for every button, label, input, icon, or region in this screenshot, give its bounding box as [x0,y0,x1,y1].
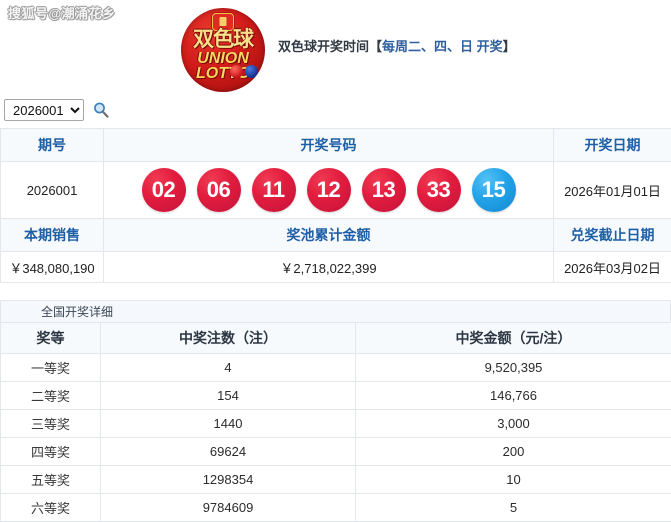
red-ball: 12 [307,168,351,212]
red-ball: 13 [362,168,406,212]
detail-caption: 全国开奖详细 [0,300,671,322]
cell-grade: 三等奖 [1,410,101,438]
page-title: 双色球开奖时间【每周二、四、日 开奖】 [278,36,516,55]
page-header: 双色球 UNION LOTTO 双色球开奖时间【每周二、四、日 开奖】 [0,0,671,96]
ball-strip: 02 06 11 12 13 33 15 [105,168,552,212]
union-lotto-logo: 双色球 UNION LOTTO [181,8,265,92]
cell-count: 154 [101,382,356,410]
cell-count: 1298354 [101,466,356,494]
logo-red-ball-icon [230,65,243,78]
blue-ball: 15 [472,168,516,212]
table-header-row: 期号 开奖号码 开奖日期 [1,129,671,162]
logo-chinese-text: 双色球 [181,28,265,50]
cell-draw-date: 2026年01月01日 [554,162,671,219]
cell-count: 4 [101,354,356,382]
cell-amount: 5 [356,494,671,522]
period-selector-bar: 2026001 [4,99,110,121]
cell-period: 2026001 [1,162,104,219]
header-prize-amount: 中奖金额（元/注） [356,323,671,354]
prize-detail-table: 奖等 中奖注数（注） 中奖金额（元/注） 一等奖 4 9,520,395 二等奖… [0,322,671,522]
table-row: 二等奖 154 146,766 [1,382,671,410]
cell-grade: 二等奖 [1,382,101,410]
cell-count: 69624 [101,438,356,466]
table-row: 四等奖 69624 200 [1,438,671,466]
table-row: 六等奖 9784609 5 [1,494,671,522]
title-suffix: 】 [503,39,516,54]
red-ball: 06 [197,168,241,212]
cell-amount: 200 [356,438,671,466]
header-draw-date: 开奖日期 [554,129,671,162]
cell-claim-deadline: 2026年03月02日 [554,252,671,283]
red-ball: 11 [252,168,296,212]
table-row: 五等奖 1298354 10 [1,466,671,494]
draw-summary-table: 期号 开奖号码 开奖日期 2026001 02 06 11 12 13 33 1… [0,128,671,283]
cell-sales: ￥348,080,190 [1,252,104,283]
cell-winning-numbers: 02 06 11 12 13 33 15 [104,162,554,219]
title-prefix: 双色球开奖时间【 [278,39,382,54]
cell-grade: 五等奖 [1,466,101,494]
cell-grade: 四等奖 [1,438,101,466]
title-highlight: 每周二、四、日 开奖 [382,39,503,54]
table-row: 三等奖 1440 3,000 [1,410,671,438]
cell-count: 1440 [101,410,356,438]
detail-header-row: 奖等 中奖注数（注） 中奖金额（元/注） [1,323,671,354]
logo-blue-ball-icon [245,65,258,78]
header-period: 期号 [1,129,104,162]
table-row: ￥348,080,190 ￥2,718,022,399 2026年03月02日 [1,252,671,283]
header-winner-count: 中奖注数（注） [101,323,356,354]
cell-amount: 10 [356,466,671,494]
table-header-row-2: 本期销售 奖池累计金额 兑奖截止日期 [1,219,671,252]
cell-grade: 一等奖 [1,354,101,382]
national-detail-section: 全国开奖详细 奖等 中奖注数（注） 中奖金额（元/注） 一等奖 4 9,520,… [0,300,671,522]
cell-amount: 3,000 [356,410,671,438]
cell-amount: 9,520,395 [356,354,671,382]
red-ball: 02 [142,168,186,212]
header-sales: 本期销售 [1,219,104,252]
cell-grade: 六等奖 [1,494,101,522]
period-select[interactable]: 2026001 [4,99,84,121]
search-icon[interactable] [92,101,110,119]
red-ball: 33 [417,168,461,212]
header-claim-deadline: 兑奖截止日期 [554,219,671,252]
table-row: 一等奖 4 9,520,395 [1,354,671,382]
header-prize-pool: 奖池累计金额 [104,219,554,252]
cell-prize-pool: ￥2,718,022,399 [104,252,554,283]
cell-count: 9784609 [101,494,356,522]
table-row: 2026001 02 06 11 12 13 33 15 2026年01月01日 [1,162,671,219]
cell-amount: 146,766 [356,382,671,410]
header-numbers: 开奖号码 [104,129,554,162]
header-grade: 奖等 [1,323,101,354]
